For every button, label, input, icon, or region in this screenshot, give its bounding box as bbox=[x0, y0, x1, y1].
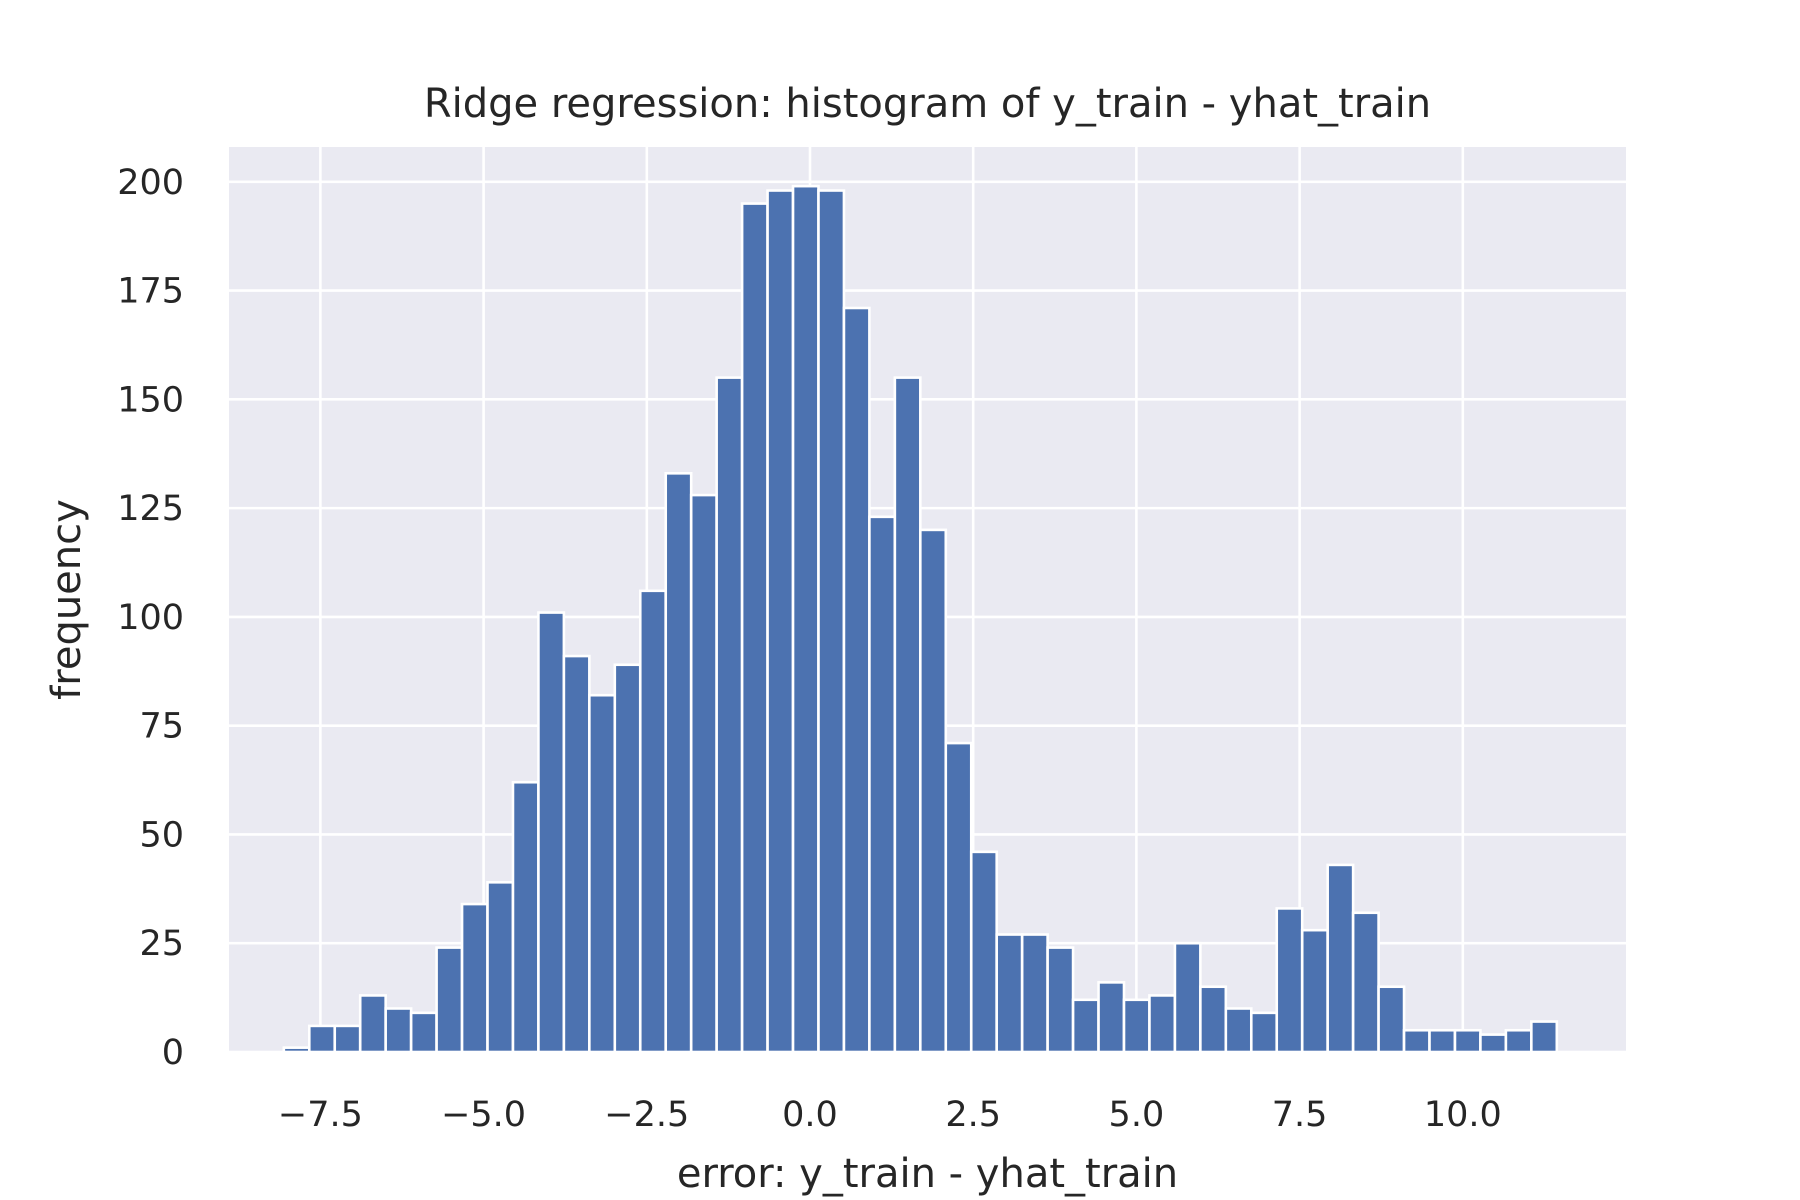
histogram-bar bbox=[817, 189, 846, 1054]
x-tick-labels: −7.5 −5.0 −2.5 0.0 2.5 5.0 7.5 10.0 bbox=[278, 1095, 1502, 1135]
histogram-bar bbox=[435, 946, 464, 1054]
y-tick-label: 75 bbox=[139, 707, 184, 747]
x-tick-label: −2.5 bbox=[604, 1095, 689, 1135]
y-tick-label: 50 bbox=[139, 815, 184, 855]
y-tick-label: 175 bbox=[117, 272, 184, 312]
histogram-bar bbox=[307, 1024, 337, 1054]
histogram-bar bbox=[562, 654, 591, 1054]
histogram-bar bbox=[791, 184, 820, 1054]
y-tick-label: 25 bbox=[139, 924, 184, 964]
histogram-bar bbox=[1351, 911, 1380, 1054]
y-axis-label: frequency bbox=[44, 499, 90, 700]
y-tick-label: 0 bbox=[162, 1033, 184, 1073]
histogram-bar bbox=[1275, 907, 1304, 1054]
histogram-bar bbox=[384, 1007, 413, 1054]
histogram-bar bbox=[1453, 1028, 1482, 1054]
histogram-bar bbox=[1504, 1028, 1533, 1054]
chart-title: Ridge regression: histogram of y_train -… bbox=[424, 81, 1431, 127]
histogram-bar bbox=[1097, 981, 1126, 1054]
histogram-bar bbox=[842, 306, 871, 1054]
x-tick-label: 0.0 bbox=[782, 1095, 838, 1135]
histogram-bar bbox=[409, 1011, 438, 1054]
histogram-bar bbox=[1402, 1028, 1431, 1054]
histogram-bar bbox=[1377, 985, 1406, 1054]
histogram-bar bbox=[766, 189, 795, 1054]
histogram-bar bbox=[893, 376, 922, 1054]
histogram-bar bbox=[638, 589, 668, 1054]
y-tick-label: 125 bbox=[117, 489, 184, 529]
histogram-bar bbox=[1479, 1033, 1508, 1054]
x-tick-label: 10.0 bbox=[1424, 1095, 1502, 1135]
histogram-bar bbox=[1530, 1020, 1559, 1054]
histogram-bars bbox=[282, 184, 1559, 1054]
x-tick-label: 2.5 bbox=[945, 1095, 1001, 1135]
histogram-bar bbox=[969, 850, 998, 1054]
x-tick-label: −5.0 bbox=[441, 1095, 526, 1135]
histogram-bar bbox=[1249, 1011, 1279, 1054]
histogram-bar bbox=[1046, 946, 1075, 1054]
histogram-bar bbox=[995, 933, 1024, 1054]
histogram-bar bbox=[511, 780, 540, 1054]
histogram-bar bbox=[588, 693, 617, 1054]
y-tick-labels: 0 25 50 75 100 125 150 175 200 bbox=[117, 163, 184, 1073]
histogram-bar bbox=[740, 202, 769, 1054]
histogram-bar bbox=[282, 1046, 311, 1054]
histogram-bar bbox=[1199, 985, 1228, 1054]
histogram-bar bbox=[537, 611, 566, 1054]
histogram-bar bbox=[1071, 998, 1100, 1054]
histogram-bar bbox=[868, 515, 897, 1054]
y-tick-label: 100 bbox=[117, 598, 184, 638]
y-tick-label: 150 bbox=[117, 380, 184, 420]
x-tick-label: −7.5 bbox=[278, 1095, 363, 1135]
histogram-bar bbox=[689, 493, 718, 1054]
histogram-bar bbox=[1224, 1007, 1253, 1054]
histogram-bar bbox=[919, 528, 948, 1054]
histogram-bar bbox=[1020, 933, 1049, 1054]
x-tick-label: 7.5 bbox=[1272, 1095, 1328, 1135]
y-tick-label: 200 bbox=[117, 163, 184, 203]
histogram-bar bbox=[1173, 941, 1202, 1054]
histogram-bar bbox=[664, 472, 693, 1054]
histogram-bar bbox=[1300, 928, 1329, 1054]
histogram-bar bbox=[358, 994, 387, 1054]
histogram-bar bbox=[333, 1024, 362, 1054]
histogram-bar bbox=[460, 902, 489, 1054]
x-axis-label: error: y_train - yhat_train bbox=[677, 1151, 1178, 1197]
histogram-bar bbox=[944, 741, 973, 1054]
histogram-bar bbox=[715, 376, 744, 1054]
histogram-bar bbox=[1122, 998, 1151, 1054]
histogram-bar bbox=[1326, 863, 1355, 1054]
histogram-bar bbox=[1148, 994, 1177, 1054]
histogram-bar bbox=[613, 663, 642, 1054]
x-tick-label: 5.0 bbox=[1109, 1095, 1165, 1135]
histogram-bar bbox=[1428, 1028, 1457, 1054]
histogram-bar bbox=[486, 881, 515, 1054]
